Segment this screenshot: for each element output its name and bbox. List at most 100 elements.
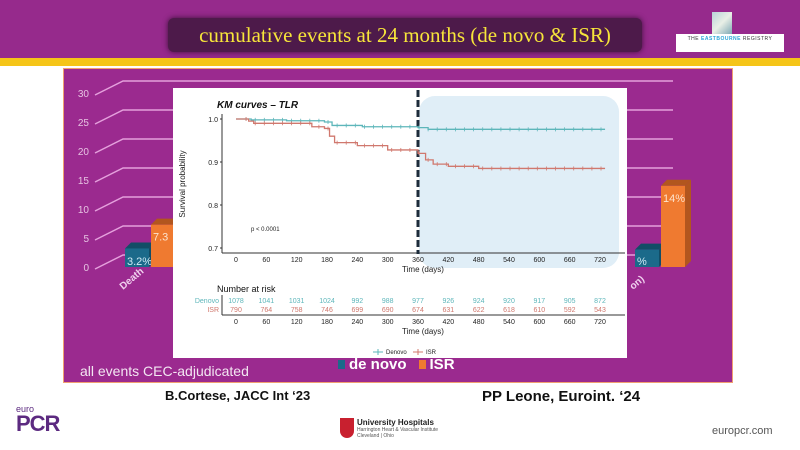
risk-x-tick-label: 300 bbox=[382, 319, 394, 326]
bar-de-novo bbox=[635, 249, 659, 267]
risk-value: 1041 bbox=[259, 298, 275, 305]
y-tick-label: 0.9 bbox=[208, 160, 218, 167]
risk-value: 977 bbox=[412, 298, 424, 305]
x-tick-label: 180 bbox=[321, 257, 333, 264]
university-hospitals-logo: University Hospitals Harrington Heart & … bbox=[340, 418, 438, 439]
y-tick-label: 10 bbox=[78, 205, 90, 216]
legend-label: ISR bbox=[426, 350, 437, 356]
bar-ISR bbox=[151, 224, 175, 267]
citation-right: PP Leone, Euroint. ‘24 bbox=[482, 388, 641, 405]
risk-row-label: Denovo bbox=[195, 298, 219, 305]
y-tick-label: 0.8 bbox=[208, 203, 218, 210]
bar-legend: de novo ISR bbox=[338, 356, 455, 373]
bar-top bbox=[125, 242, 155, 249]
y-tick-label: 1.0 bbox=[208, 117, 218, 124]
risk-value: 917 bbox=[533, 298, 545, 305]
slide-title: cumulative events at 24 months (de novo … bbox=[168, 18, 642, 52]
x-tick-label: 540 bbox=[503, 257, 515, 264]
risk-x-tick-label: 360 bbox=[412, 319, 424, 326]
risk-value: 924 bbox=[473, 298, 485, 305]
risk-value: 872 bbox=[594, 298, 606, 305]
citation-left: B.Cortese, JACC Int ‘23 bbox=[165, 388, 311, 403]
x-tick-label: 480 bbox=[473, 257, 485, 264]
risk-value: 988 bbox=[382, 298, 394, 305]
x-tick-label: 600 bbox=[533, 257, 545, 264]
risk-x-tick-label: 660 bbox=[564, 319, 576, 326]
x-tick-label: 720 bbox=[594, 257, 606, 264]
risk-value: 690 bbox=[382, 307, 394, 314]
x-tick-label: 120 bbox=[291, 257, 303, 264]
y-tick-label: 0 bbox=[83, 263, 89, 274]
risk-value: 592 bbox=[564, 307, 576, 314]
risk-value: 764 bbox=[260, 307, 272, 314]
km-curve-ISR bbox=[236, 118, 606, 170]
risk-x-tick-label: 120 bbox=[291, 319, 303, 326]
logo-image bbox=[712, 12, 732, 34]
gridline bbox=[94, 80, 673, 96]
risk-x-axis-label: Time (days) bbox=[402, 327, 444, 336]
x-tick-label: 240 bbox=[351, 257, 363, 264]
risk-value: 674 bbox=[412, 307, 424, 314]
risk-value: 920 bbox=[503, 298, 515, 305]
risk-value: 746 bbox=[321, 307, 333, 314]
y-tick-label: 25 bbox=[78, 118, 90, 129]
shaded-region bbox=[419, 96, 620, 268]
category-label: on) bbox=[628, 274, 647, 292]
risk-x-tick-label: 420 bbox=[442, 319, 454, 326]
bar-de-novo bbox=[125, 248, 149, 267]
footnote: all events CEC-adjudicated bbox=[80, 363, 249, 379]
risk-x-tick-label: 60 bbox=[262, 319, 270, 326]
legend-swatch-denovo bbox=[338, 360, 345, 369]
x-tick-label: 300 bbox=[382, 257, 394, 264]
km-title: KM curves – TLR bbox=[217, 100, 299, 111]
y-tick-label: 5 bbox=[83, 234, 89, 245]
risk-value: 1078 bbox=[228, 298, 244, 305]
bar-value-label: 3.2% bbox=[127, 256, 152, 268]
p-value: p < 0.0001 bbox=[251, 227, 280, 233]
legend-label: Denovo bbox=[386, 350, 407, 356]
risk-x-tick-label: 0 bbox=[234, 319, 238, 326]
y-tick-label: 30 bbox=[78, 89, 90, 100]
bar-ISR bbox=[661, 185, 685, 267]
legend-swatch-isr bbox=[418, 360, 426, 369]
risk-value: 790 bbox=[230, 307, 242, 314]
risk-value: 926 bbox=[442, 298, 454, 305]
risk-value: 622 bbox=[473, 307, 485, 314]
risk-row-label: ISR bbox=[207, 307, 219, 314]
risk-x-tick-label: 480 bbox=[473, 319, 485, 326]
legend-label-denovo: de novo bbox=[349, 356, 407, 373]
risk-value: 905 bbox=[564, 298, 576, 305]
risk-value: 758 bbox=[291, 307, 303, 314]
risk-value: 631 bbox=[442, 307, 454, 314]
y-tick-label: 0.7 bbox=[208, 246, 218, 253]
risk-x-tick-label: 180 bbox=[321, 319, 333, 326]
y-tick-label: 15 bbox=[78, 176, 90, 187]
x-tick-label: 660 bbox=[564, 257, 576, 264]
x-tick-label: 60 bbox=[262, 257, 270, 264]
footer-site: europcr.com bbox=[712, 425, 773, 437]
risk-value: 699 bbox=[351, 307, 363, 314]
shield-icon bbox=[340, 418, 354, 438]
risk-value: 1024 bbox=[319, 298, 335, 305]
risk-value: 1031 bbox=[289, 298, 305, 305]
risk-x-tick-label: 600 bbox=[533, 319, 545, 326]
header-stripe bbox=[0, 58, 800, 66]
europcr-logo: euro PCR bbox=[16, 404, 60, 436]
km-chart: KM curves – TLR 1.0 0.9 0.8 0.7 0 0 60 60 120 120 1… bbox=[173, 88, 627, 358]
risk-value: 610 bbox=[533, 307, 545, 314]
x-tick-label: 0 bbox=[234, 257, 238, 264]
risk-value: 543 bbox=[594, 307, 606, 314]
legend-label-isr: ISR bbox=[429, 356, 455, 373]
risk-table-title: Number at risk bbox=[217, 284, 276, 294]
x-axis-label: Time (days) bbox=[402, 265, 444, 274]
risk-value: 618 bbox=[503, 307, 515, 314]
risk-x-tick-label: 720 bbox=[594, 319, 606, 326]
risk-x-tick-label: 240 bbox=[351, 319, 363, 326]
x-tick-label: 360 bbox=[412, 257, 424, 264]
bar-value-label: % bbox=[637, 256, 647, 268]
bar-side bbox=[685, 179, 691, 267]
bar-value-label: 7.3 bbox=[153, 232, 168, 244]
eastbourne-registry-logo: THE EASTBOURNE REGISTRY bbox=[676, 12, 784, 52]
risk-value: 992 bbox=[351, 298, 363, 305]
bar-top bbox=[661, 179, 691, 186]
